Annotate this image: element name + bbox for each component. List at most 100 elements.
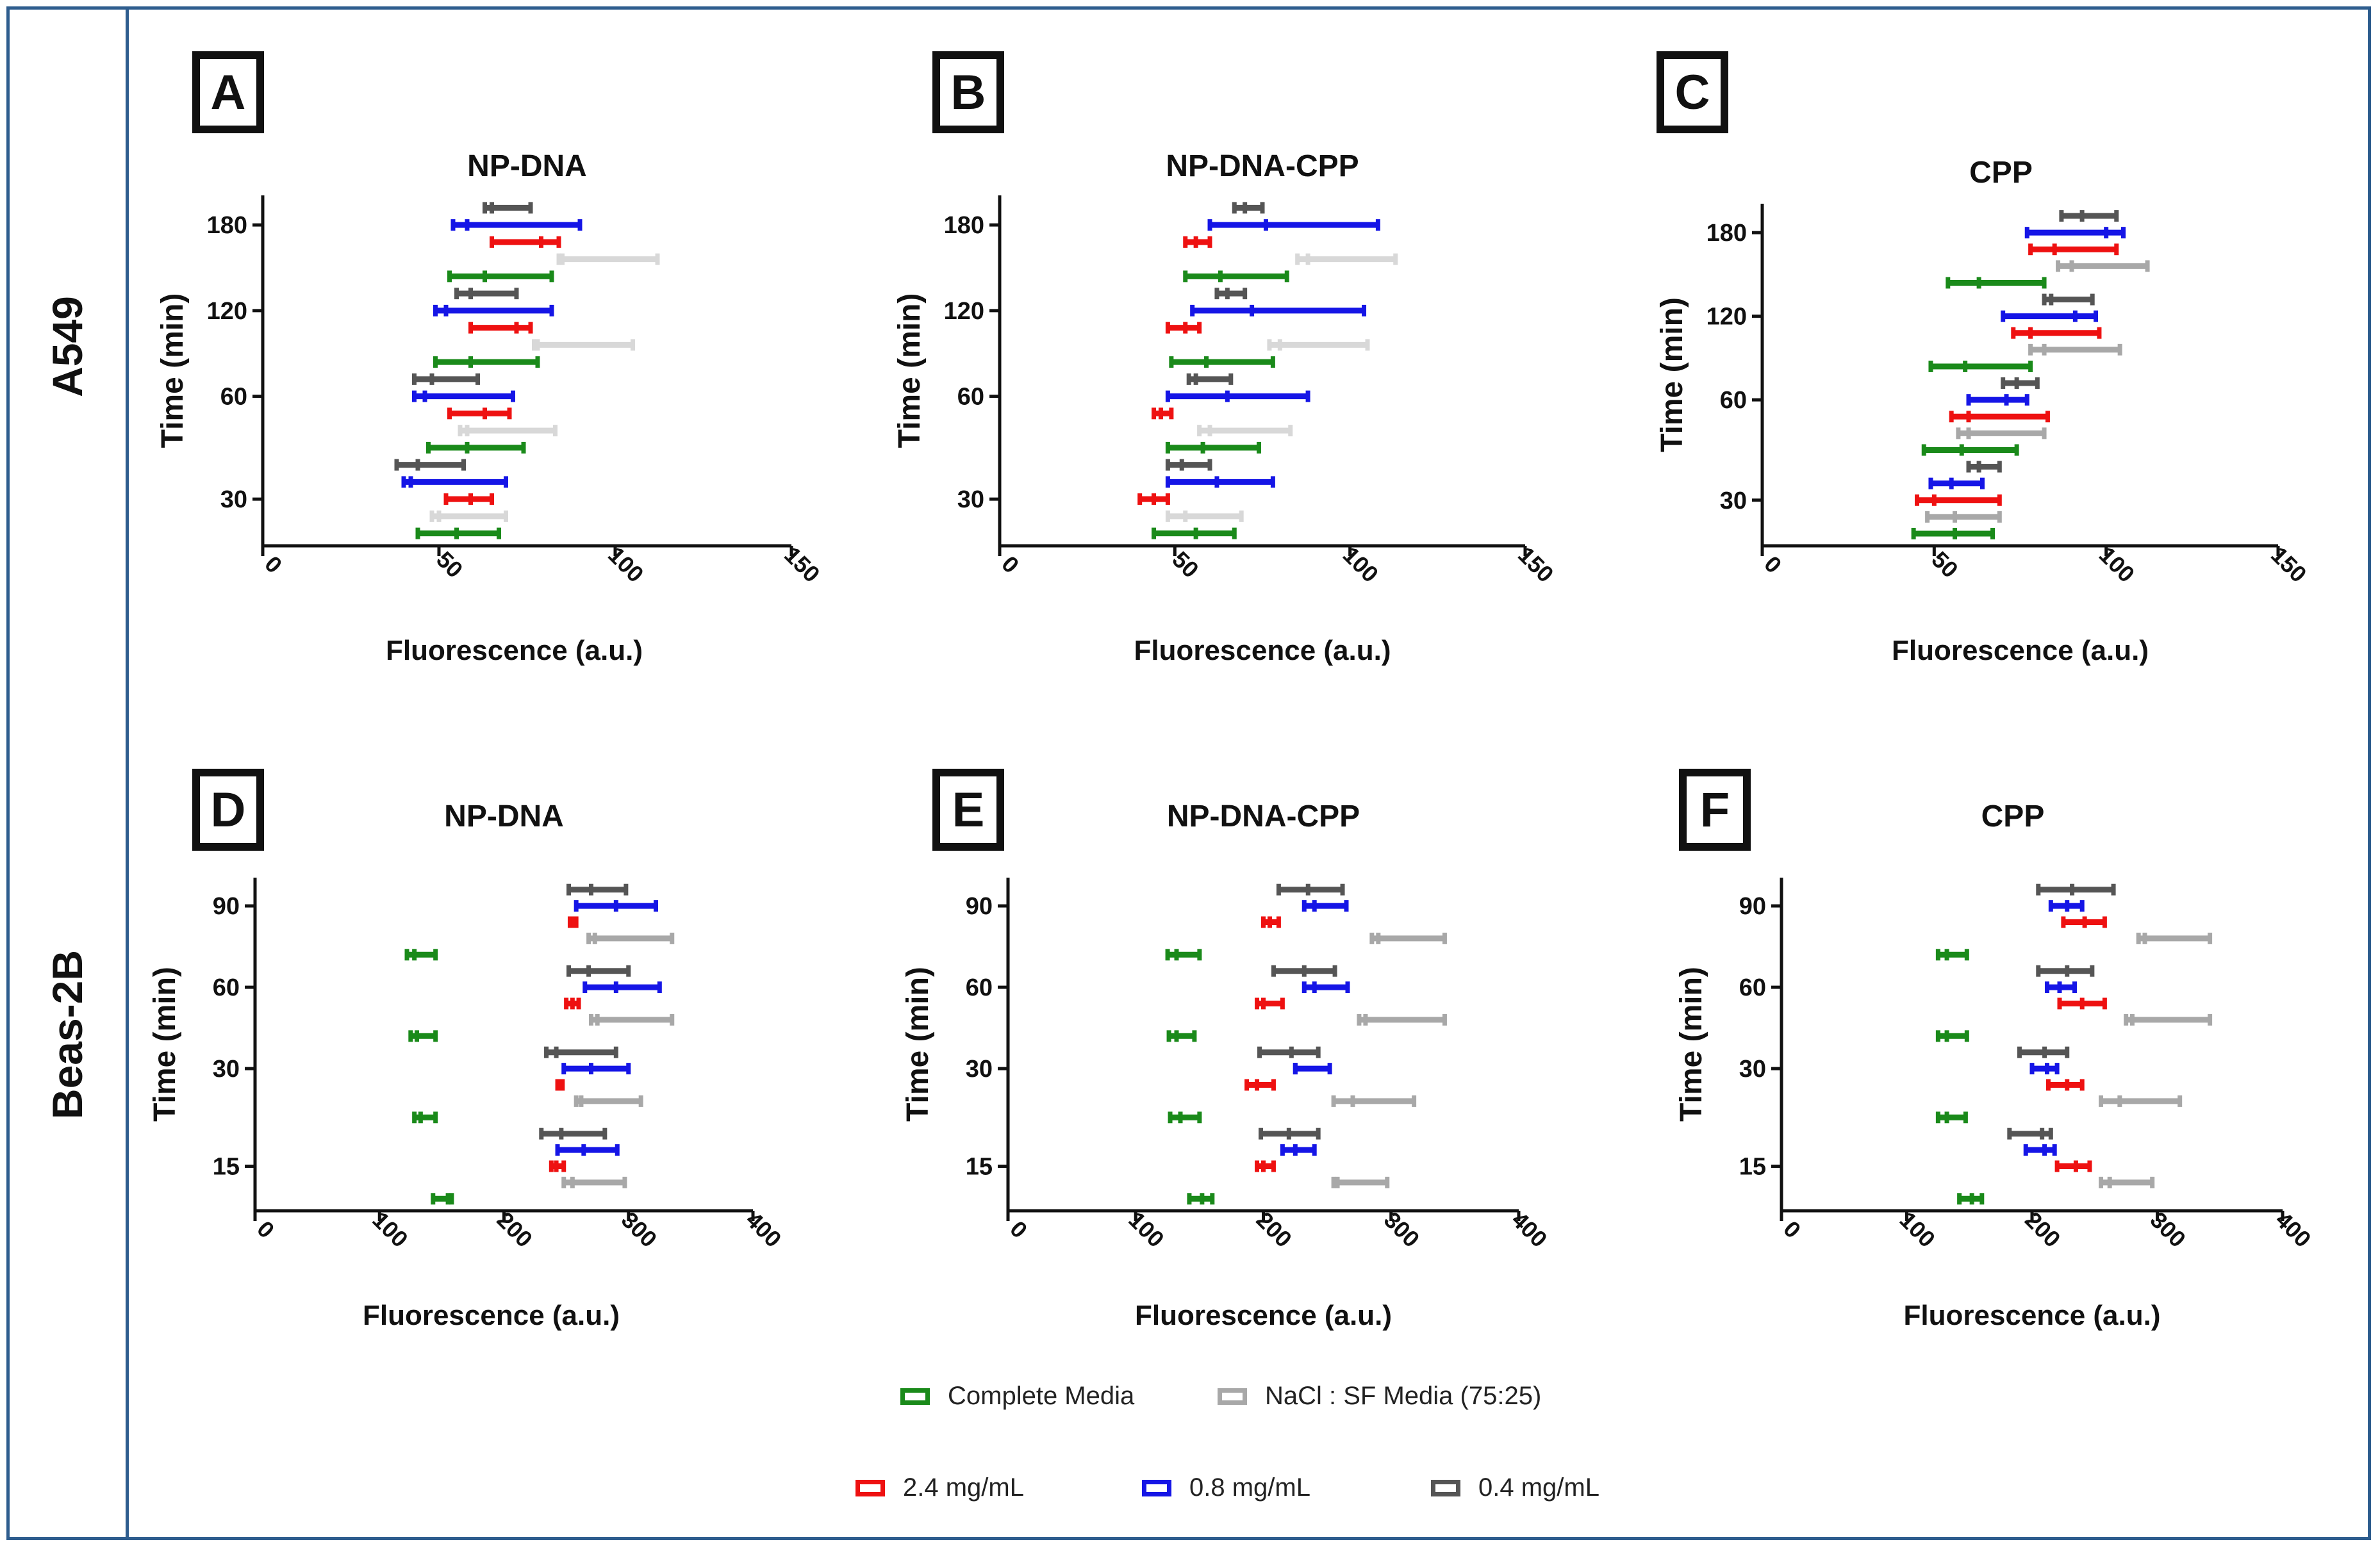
x-tick-label: 200 [2020,1206,2065,1252]
data-bar-c04 [2042,293,2095,306]
legend-swatch-2-4-icon [855,1479,885,1496]
data-bar-c08 [1190,304,1367,316]
data-bar-nacl_B [1369,932,1447,944]
legend-item-2-4: 2.4 mg/mL [855,1473,1024,1502]
data-bar-nacl_A [532,339,635,351]
x-tick-label: 400 [2270,1206,2316,1252]
data-bar-c24 [1949,411,2050,423]
data-bar-c04 [483,202,533,214]
data-bar-c04 [454,288,519,300]
y-tick-label: 90 [966,893,993,920]
legend-swatch-complete-icon [900,1388,930,1405]
y-tick-label: 60 [1739,974,1766,1001]
data-bar-c08 [561,1063,631,1075]
data-bar-c08 [2023,1144,2057,1156]
data-bar-complete [412,1111,438,1124]
data-bar-c04 [2036,883,2116,896]
data-bar-c04 [2007,1127,2053,1140]
x-tick-label: 150 [779,541,825,587]
x-tick-label: 100 [1123,1206,1169,1252]
data-bar-c08 [1293,1063,1332,1075]
legend-item-0-8: 0.8 mg/mL [1142,1473,1310,1502]
y-tick-label: 30 [220,486,247,513]
data-bar-nacl_B [1357,1013,1447,1026]
data-bar-c24 [1137,493,1170,505]
legend-swatch-0-8-icon [1142,1479,1171,1496]
y-tick-label: 60 [213,974,240,1001]
data-bar-nacl_B [574,1095,643,1107]
data-bar-nacl_B [588,1013,675,1026]
y-tick-label: 60 [220,384,247,411]
y-axis-label: Time (min) [1655,297,1689,452]
data-bar-nacl_B [561,1176,627,1188]
y-axis-label: Time (min) [893,293,927,448]
x-tick-label: 50 [431,546,468,583]
data-bar-complete [404,949,438,961]
y-tick-label: 30 [957,486,984,513]
panel-letter-d: D [192,769,264,851]
y-tick-label: 90 [1739,893,1766,920]
y-tick-label: 120 [207,298,247,325]
data-bar-nacl_B [2099,1095,2183,1107]
legend-item-complete-media: Complete Media [900,1382,1134,1411]
data-bar-c04 [1186,373,1234,385]
y-tick-label: 120 [944,298,984,325]
data-bar-nacl_A [1197,425,1293,437]
data-bar-c04 [2017,1046,2070,1058]
data-bar-nacl_A [458,425,558,437]
panel-title: NP-DNA [444,799,564,833]
data-bar-c08 [1928,477,1985,489]
data-bar-complete [1921,444,2019,456]
x-tick-label: 100 [2094,541,2140,587]
data-bar-complete [433,356,540,368]
panel-title: NP-DNA-CPP [1166,149,1359,183]
data-bar-nacl_B [1956,427,2047,439]
data-bar-complete [1169,356,1275,368]
panel-letter-b: B [932,51,1004,133]
y-tick-label: 60 [1720,387,1747,414]
data-bar-complete [1187,1193,1215,1205]
data-bar-c08 [1165,476,1275,488]
data-bar-c08 [2024,227,2126,239]
data-bar-complete [415,527,501,539]
data-bar-nacl_B [2136,932,2213,944]
data-bar-complete [1957,1193,1985,1205]
y-axis-label: Time (min) [1674,967,1708,1122]
x-axis-label: Fluorescence (a.u.) [1892,635,2149,666]
data-bar-complete [1165,949,1202,961]
data-bar-c24 [490,236,561,248]
figure-frame [6,6,2371,1540]
y-tick-label: 15 [1739,1154,1766,1181]
data-bar-c24 [2057,997,2107,1010]
y-tick-label: 180 [1706,220,1747,247]
data-bar-c08 [2001,310,2099,322]
x-tick-label: 200 [1252,1206,1297,1252]
x-tick-label: 100 [1895,1206,1940,1252]
data-bar-complete [1165,441,1262,454]
y-tick-label: 90 [213,893,240,920]
y-axis-label: Time (min) [901,967,935,1122]
data-bar-nacl_B [1331,1095,1417,1107]
data-bar-c24 [447,407,512,420]
data-bar-complete [1166,1030,1197,1042]
x-tick-label: 100 [367,1206,413,1252]
data-bar-c08 [401,476,508,488]
data-bar-c04 [566,883,629,896]
y-tick-label: 30 [966,1056,993,1083]
data-bar-c08 [1280,1144,1317,1156]
data-bar-c24 [443,493,494,505]
data-bar-c04 [2059,210,2119,222]
y-tick-label: 30 [1739,1056,1766,1083]
data-bar-c08 [1302,981,1350,994]
data-bar-c24 [1255,997,1285,1010]
data-bar-c24 [549,1160,566,1172]
data-bar-nacl_A [1295,253,1398,265]
x-axis-label: Fluorescence (a.u.) [1903,1300,2160,1331]
data-bar-complete [1935,1030,1969,1042]
x-tick-label: 150 [2266,541,2311,587]
data-bar-c24 [2028,243,2119,256]
